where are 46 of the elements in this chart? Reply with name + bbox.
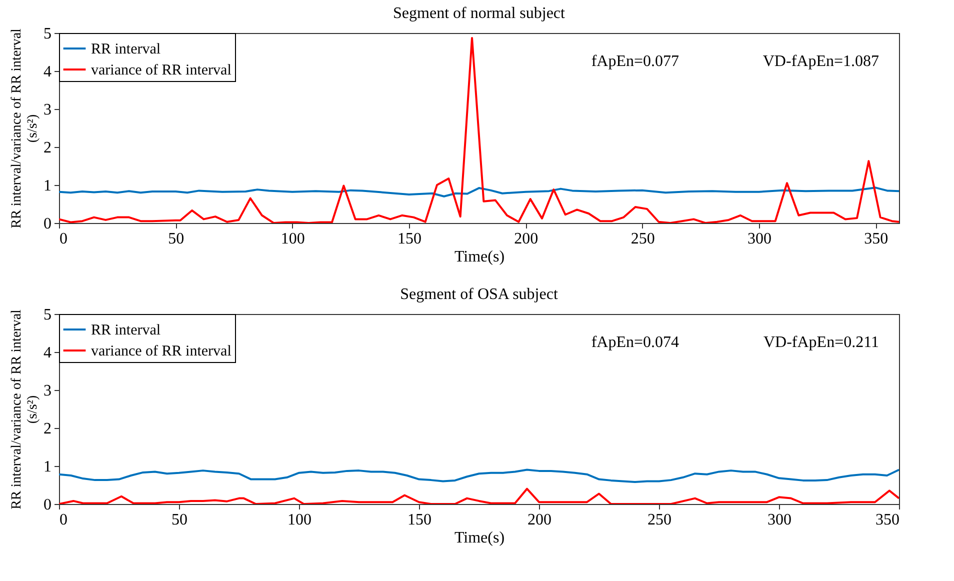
x-tick-label: 0: [60, 512, 68, 528]
y-tick-label: 0: [44, 216, 52, 232]
x-tick-label: 0: [60, 230, 68, 248]
line-series: [59, 468, 899, 483]
legend-label: RR interval: [91, 42, 161, 58]
annotation: VD-fApEn=1.087: [762, 53, 879, 70]
x-tick-label: 200: [528, 512, 552, 528]
chart-title: Segment of OSA subject: [400, 286, 558, 303]
x-tick-label: 250: [648, 512, 672, 528]
chart-title: Segment of normal subject: [393, 5, 566, 22]
y-tick-label: 1: [44, 178, 52, 194]
line-series: [59, 186, 899, 198]
x-tick-label: 300: [748, 230, 772, 248]
x-tick-label: 50: [168, 230, 184, 248]
y-tick-label: 4: [44, 344, 52, 362]
x-tick-label: 350: [864, 230, 888, 248]
x-axis-title: Time(s): [454, 530, 505, 546]
legend-label: variance of RR interval: [91, 344, 232, 360]
x-tick-label: 300: [768, 512, 792, 528]
x-tick-label: 150: [398, 230, 422, 248]
legend-label: RR interval: [91, 322, 161, 338]
y-tick-label: 5: [44, 26, 52, 42]
x-axis-title: Time(s): [454, 248, 505, 266]
x-tick-label: 100: [288, 512, 312, 528]
x-tick-label: 100: [280, 230, 305, 248]
x-tick-label: 150: [408, 512, 432, 528]
y-axis-title: RR interval/variance of RR interval (s/s²): [10, 28, 40, 228]
annotation: VD-fApEn=0.211: [763, 334, 879, 351]
y-tick-label: 2: [44, 420, 52, 438]
y-tick-label: 3: [44, 102, 52, 118]
y-tick-label: 2: [44, 140, 52, 156]
y-tick-label: 3: [44, 382, 52, 400]
annotation: fApEn=0.074: [591, 334, 679, 351]
line-series: [59, 488, 899, 504]
y-tick-label: 0: [44, 496, 52, 514]
y-tick-label: 4: [44, 64, 52, 80]
x-tick-label: 250: [630, 230, 655, 248]
y-tick-label: 5: [44, 306, 52, 324]
x-tick-label: 350: [876, 512, 900, 528]
x-tick-label: 200: [514, 230, 538, 248]
y-axis-title: RR interval/variance of RR interval (s/s²): [10, 309, 40, 510]
x-tick-label: 50: [172, 512, 188, 528]
annotation: fApEn=0.077: [591, 53, 679, 70]
legend-label: variance of RR interval: [91, 62, 232, 78]
y-tick-label: 1: [44, 458, 52, 476]
line-series: [59, 36, 899, 223]
